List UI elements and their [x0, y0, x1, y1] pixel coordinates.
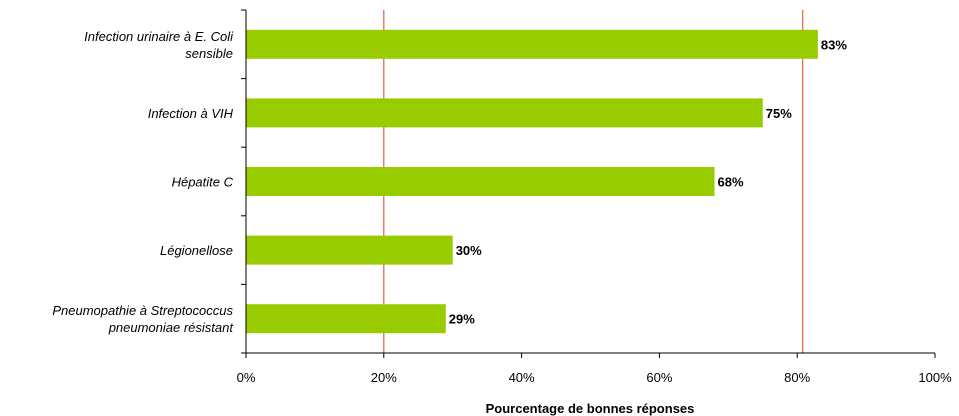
x-tick-label-2: 40% [509, 370, 535, 385]
data-label-4: 29% [449, 312, 475, 327]
x-tick-label-3: 60% [646, 370, 672, 385]
bar-3 [246, 235, 453, 265]
category-label-4: Pneumopathie à Streptococcus pneumoniae r… [52, 303, 234, 335]
data-label-2: 68% [718, 175, 744, 190]
x-tick-label-0: 0% [237, 370, 256, 385]
x-tick-label-4: 80% [784, 370, 810, 385]
category-label-3: Légionellose [160, 243, 233, 258]
category-label-0: Infection urinaire à E. Coli sensible [84, 29, 234, 61]
x-axis-title: Pourcentage de bonnes réponses [486, 401, 695, 416]
data-label-1: 75% [766, 106, 792, 121]
data-label-3: 30% [456, 243, 482, 258]
x-tick-label-1: 20% [371, 370, 397, 385]
bar-0 [246, 29, 818, 59]
bar-1 [246, 98, 763, 128]
data-label-0: 83% [821, 37, 847, 52]
bar-2 [246, 167, 715, 196]
labels: 83% Infection urinaire à E. Coli sensible 7… [52, 29, 952, 385]
axes [241, 9, 936, 358]
category-label-2: Hépatite C [172, 175, 234, 190]
bar-4 [246, 304, 446, 334]
category-label-1: Infection à VIH [148, 106, 234, 121]
bars [246, 29, 818, 334]
x-tick-label-5: 100% [918, 370, 952, 385]
